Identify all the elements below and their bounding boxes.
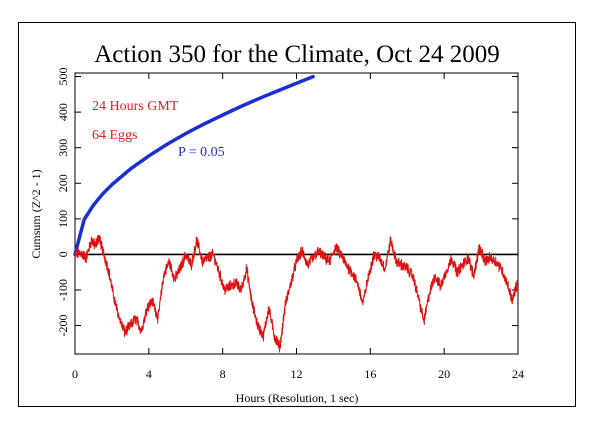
chart-frame xyxy=(18,22,576,407)
chart-title: Action 350 for the Climate, Oct 24 2009 xyxy=(94,41,499,68)
x-tick-label: 0 xyxy=(72,367,78,381)
y-tick-label: 300 xyxy=(56,139,70,157)
cumsum-line xyxy=(74,234,519,353)
x-tick-label: 24 xyxy=(512,367,524,381)
y-tick-label: 100 xyxy=(56,210,70,228)
y-tick-label: -100 xyxy=(56,279,70,301)
annotation-eggs: 64 Eggs xyxy=(92,128,138,143)
annotation-p-value: P = 0.05 xyxy=(178,145,225,160)
y-tick-label: -200 xyxy=(56,315,70,337)
y-tick-label: 500 xyxy=(56,68,70,86)
x-tick-label: 20 xyxy=(438,367,450,381)
y-tick-label: 0 xyxy=(56,251,70,257)
x-tick-label: 16 xyxy=(364,367,376,381)
annotation-hours: 24 Hours GMT xyxy=(92,99,179,114)
x-tick-label: 4 xyxy=(146,367,152,381)
x-tick-label: 12 xyxy=(291,367,303,381)
p05-envelope-line xyxy=(73,74,315,257)
plot-area xyxy=(74,72,519,355)
y-tick-label: 200 xyxy=(56,174,70,192)
x-tick-label: 8 xyxy=(220,367,226,381)
x-axis-label: Hours (Resolution, 1 sec) xyxy=(236,391,359,405)
y-axis-label: Cumsum (Z^2 - 1) xyxy=(29,169,43,258)
x-axis: 0 4 8 12 16 20 24 xyxy=(72,73,524,381)
y-tick-label: 400 xyxy=(56,103,70,121)
